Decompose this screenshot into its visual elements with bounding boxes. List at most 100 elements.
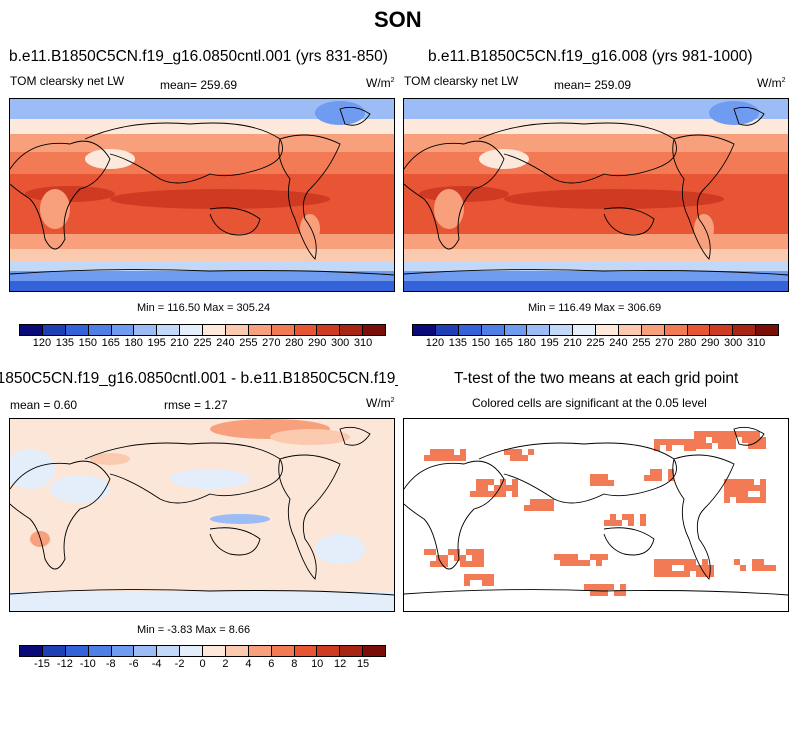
colorbar-tick-label: -4 xyxy=(151,658,162,670)
significant-cell xyxy=(654,565,660,571)
colorbar-tick-label: 12 xyxy=(334,658,347,670)
significant-cell xyxy=(742,485,748,491)
significant-cell xyxy=(742,431,748,437)
panel1-colorbar xyxy=(19,324,386,336)
colorbar-swatch xyxy=(363,646,385,656)
significant-cell xyxy=(494,485,500,491)
significant-cell xyxy=(548,499,554,505)
significant-cell xyxy=(640,520,646,526)
significant-cell xyxy=(610,520,616,526)
colorbar-tick-label: 180 xyxy=(517,337,536,349)
significant-cell xyxy=(572,554,578,560)
significant-cell xyxy=(696,571,702,577)
colorbar-tick-label: 120 xyxy=(32,337,52,349)
panel3-units: W/m2 xyxy=(366,396,395,410)
colorbar-tick-label: -8 xyxy=(105,658,116,670)
panel3-rmse-label: rmse = 1.27 xyxy=(164,398,228,412)
significant-cell xyxy=(724,497,730,503)
colorbar-tick-label: 15 xyxy=(356,658,370,670)
significant-cell xyxy=(584,584,590,590)
colorbar-tick-label: 195 xyxy=(540,337,559,349)
significant-cell xyxy=(760,497,766,503)
colorbar-swatch xyxy=(65,646,89,656)
colorbar-swatch xyxy=(340,325,364,335)
colorbar-swatch xyxy=(20,325,43,335)
significant-cell xyxy=(640,514,646,520)
significant-cell xyxy=(488,479,494,485)
significant-cell xyxy=(668,469,674,475)
colorbar-tick-label: 210 xyxy=(563,337,582,349)
colorbar-swatch xyxy=(710,325,734,335)
significant-cell xyxy=(566,554,572,560)
colorbar-swatch xyxy=(550,325,574,335)
panel2-map xyxy=(403,98,789,292)
significant-cell xyxy=(736,431,742,437)
significant-cell xyxy=(694,431,700,437)
significant-cell xyxy=(656,469,662,475)
colorbar-tick-label: 195 xyxy=(147,337,166,349)
significant-cell xyxy=(602,590,608,596)
significant-cell xyxy=(566,560,572,566)
colorbar-tick-label: -12 xyxy=(56,658,73,670)
significant-cell xyxy=(476,485,482,491)
significant-cell xyxy=(694,443,700,449)
panel2-mean-label: mean= 259.09 xyxy=(554,78,632,92)
significant-cell xyxy=(442,561,448,567)
colorbar-swatch xyxy=(65,325,89,335)
significant-cell xyxy=(700,431,706,437)
significant-cell xyxy=(506,485,512,491)
colorbar-tick-label: 270 xyxy=(655,337,674,349)
significant-cell xyxy=(596,584,602,590)
colorbar-swatch xyxy=(317,646,341,656)
significant-cell xyxy=(478,561,484,567)
colorbar-tick-label: 135 xyxy=(55,337,75,349)
significant-cell xyxy=(460,449,466,455)
significant-cell xyxy=(510,455,516,461)
colorbar-tick-label: 225 xyxy=(586,337,605,349)
colorbar-tick-label: 270 xyxy=(262,337,281,349)
significant-cell xyxy=(442,449,448,455)
significant-cell xyxy=(560,560,566,566)
colorbar-swatch xyxy=(134,646,158,656)
significant-cell xyxy=(696,565,702,571)
significant-cell xyxy=(654,571,660,577)
colorbar-swatch xyxy=(481,325,505,335)
significant-cell xyxy=(460,561,466,567)
significant-cell xyxy=(620,590,626,596)
significant-cell xyxy=(590,584,596,590)
significant-cell xyxy=(730,485,736,491)
significant-cell xyxy=(472,549,478,555)
colorbar-tick-label: 255 xyxy=(239,337,258,349)
significant-cell xyxy=(488,574,494,580)
significant-cell xyxy=(730,479,736,485)
significant-cell xyxy=(690,565,696,571)
significant-cell xyxy=(476,479,482,485)
colorbar-swatch xyxy=(203,325,226,335)
colorbar-swatch xyxy=(458,325,482,335)
significant-cell xyxy=(614,590,620,596)
significant-cell xyxy=(684,571,690,577)
colorbar-tick-label: 290 xyxy=(308,337,327,349)
significant-cell xyxy=(718,443,724,449)
significant-cell xyxy=(650,475,656,481)
significant-cell xyxy=(578,560,584,566)
significant-cell xyxy=(748,485,754,491)
colorbar-tick-label: 240 xyxy=(609,337,628,349)
significant-cell xyxy=(748,437,754,443)
significant-cell xyxy=(694,437,700,443)
significant-cell xyxy=(702,559,708,565)
significant-cell xyxy=(436,455,442,461)
significant-cell xyxy=(752,559,758,565)
significant-cell xyxy=(608,584,614,590)
colorbar-tick-label: 120 xyxy=(425,337,445,349)
colorbar-swatch xyxy=(596,325,619,335)
colorbar-tick-label: 210 xyxy=(170,337,189,349)
significant-cell xyxy=(542,499,548,505)
colorbar-tick-label: 165 xyxy=(101,337,120,349)
significant-cell xyxy=(482,491,488,497)
colorbar-tick-label: 310 xyxy=(746,337,766,349)
significant-cell xyxy=(584,560,590,566)
significant-cell xyxy=(684,559,690,565)
panel2-variable-label: TOM clearsky net LW xyxy=(404,74,519,88)
colorbar-swatch xyxy=(756,325,778,335)
